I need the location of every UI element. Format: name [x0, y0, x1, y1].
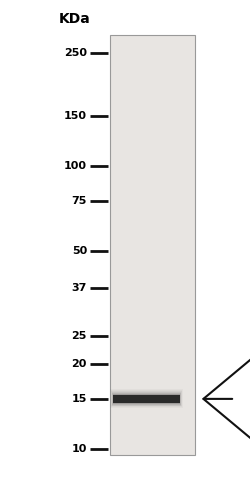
- Bar: [112, 394, 180, 404]
- Text: 75: 75: [72, 196, 87, 206]
- Text: 25: 25: [72, 331, 87, 341]
- Bar: [110, 35, 195, 455]
- Text: 250: 250: [64, 48, 87, 58]
- Text: 20: 20: [72, 359, 87, 369]
- Bar: [111, 390, 182, 408]
- Bar: [113, 395, 180, 403]
- Bar: [111, 391, 182, 407]
- Text: 15: 15: [72, 394, 87, 404]
- Bar: [110, 389, 183, 408]
- Text: 50: 50: [72, 246, 87, 256]
- Text: KDa: KDa: [59, 12, 91, 26]
- Text: 100: 100: [64, 161, 87, 171]
- Text: 37: 37: [72, 283, 87, 293]
- Text: 10: 10: [72, 444, 87, 454]
- Bar: [112, 392, 181, 406]
- Text: 150: 150: [64, 111, 87, 121]
- Bar: [112, 393, 181, 405]
